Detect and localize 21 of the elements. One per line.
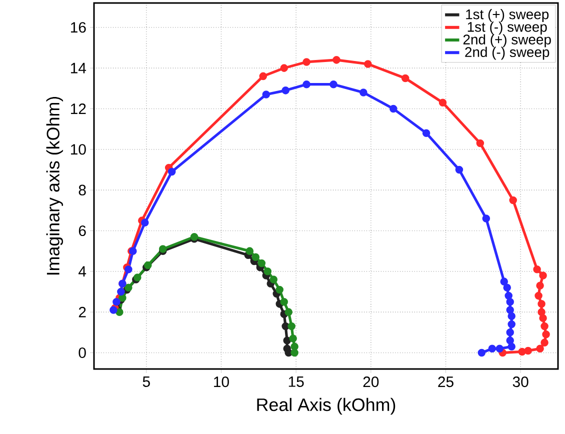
x-tick-label: 5 bbox=[142, 376, 150, 387]
x-tick-label: 30 bbox=[512, 376, 528, 388]
legend-label: 1st (-) sweep bbox=[468, 22, 547, 35]
y-tick-label: 8 bbox=[78, 184, 86, 196]
x-axis-title: Real Axis (kOhm) bbox=[257, 398, 396, 415]
y-tick-label: 0 bbox=[78, 347, 86, 358]
x-tick-label: 25 bbox=[438, 376, 454, 388]
y-axis-title: Imaginary axis (kOhm) bbox=[46, 96, 64, 275]
y-tick-label: 2 bbox=[78, 306, 86, 318]
legend-label: 2nd (+) sweep bbox=[463, 34, 551, 48]
x-tick-label: 20 bbox=[363, 376, 379, 388]
x-tick-label: 10 bbox=[214, 376, 229, 388]
y-tick-label: 6 bbox=[78, 225, 86, 236]
y-tick-label: 12 bbox=[71, 104, 86, 114]
y-tick-label: 10 bbox=[71, 144, 86, 155]
legend-label: 1st (+) sweep bbox=[466, 9, 549, 22]
x-tick-label: 15 bbox=[288, 376, 304, 387]
legend-label: 2nd (-) sweep bbox=[465, 46, 550, 60]
y-tick-label: 16 bbox=[71, 22, 86, 33]
y-tick-label: 4 bbox=[78, 266, 86, 277]
y-tick-label: 14 bbox=[71, 62, 86, 74]
